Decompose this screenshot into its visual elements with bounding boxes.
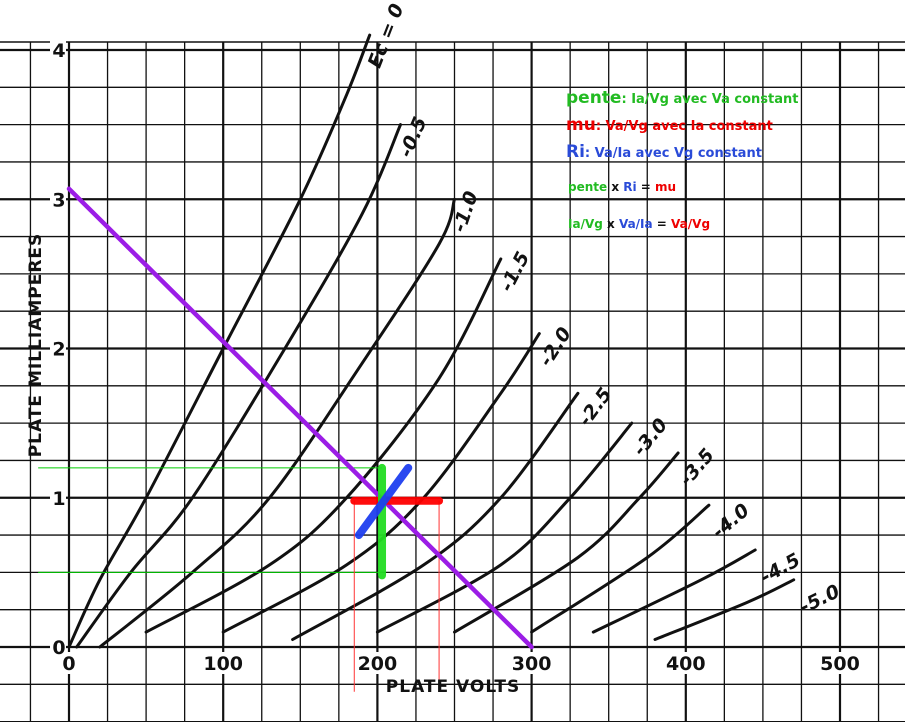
ratio-ia-vg: Ia/Vg [568, 217, 603, 231]
curve-label--1.0: -1.0 [448, 188, 482, 234]
annotation-ri-term: Ri [566, 142, 585, 162]
x-axis-title: PLATE VOLTS [386, 677, 520, 697]
ratio-eq: = [652, 217, 672, 231]
ratio-va-vg: Va/Vg [671, 217, 711, 231]
y-tick-bg [50, 635, 66, 657]
y-tick-label: 3 [52, 189, 65, 211]
curve-label--3.0: -3.0 [629, 414, 672, 460]
annotation-ratio: Ia/Vg x Va/Ia = Va/Vg [568, 217, 710, 231]
curve-ec--3.0 [375, 421, 634, 634]
annotation-product: pente x Ri = mu [568, 180, 676, 194]
curve-label--1.5: -1.5 [496, 248, 535, 295]
annotation-pente-term: pente [566, 88, 622, 108]
y-tick-bg [50, 38, 66, 60]
load-line [66, 186, 534, 650]
curve-ec--3.5 [453, 451, 680, 634]
product-eq: = [636, 180, 656, 194]
x-tick-label: 200 [358, 653, 398, 675]
x-tick-label: 500 [820, 653, 860, 675]
y-axis-title: PLATE MILLIAMPERES [26, 233, 46, 458]
curve-ec--2.5 [291, 391, 580, 641]
curve-ec--1.5 [144, 257, 503, 634]
product-pente: pente [568, 180, 608, 194]
annotation-mu-text: : Va/Vg avec Ia constant [595, 119, 773, 134]
curve-label--4.5: -4.5 [757, 549, 804, 588]
curve-label--0.5: -0.5 [395, 114, 432, 161]
x-tick-bg [355, 652, 400, 674]
curve-label--5.0: -5.0 [796, 580, 843, 618]
curve-ec--4.5 [591, 548, 757, 634]
annotation-ri-text: : Va/Ia avec Vg constant [584, 146, 762, 161]
curve-label--3.5: -3.5 [675, 444, 719, 490]
x-tick-bg [818, 652, 862, 674]
y-tick-label: 4 [52, 40, 65, 62]
annotation-mu-term: mu [566, 115, 596, 135]
x-tick-bg [663, 652, 708, 674]
x-tick-bg [47, 652, 91, 674]
annotation-mu: mu: Va/Vg avec Ia constant [566, 115, 773, 135]
guide-lines [38, 467, 440, 692]
ratio-va-ia: Va/Ia [618, 217, 653, 231]
load-line-path [66, 186, 534, 650]
curve-label--4.0: -4.0 [708, 499, 754, 543]
annotation-pente-text: : Ia/Vg avec Va constant [621, 92, 799, 107]
grid [0, 41, 905, 722]
curve-ec--4.0 [530, 503, 711, 634]
x-tick-bg [201, 652, 246, 674]
x-tick-label: 300 [512, 653, 552, 675]
x-tick-label: 100 [203, 653, 243, 675]
y-tick-label: 1 [52, 488, 65, 510]
product-x: x [607, 180, 624, 194]
curve-ec--1.0 [98, 197, 456, 649]
x-tick-bg [509, 652, 554, 674]
annotation-ri: Ri: Va/Ia avec Vg constant [566, 142, 762, 162]
y-tick-bg [50, 485, 66, 508]
annotation-pente: pente: Ia/Vg avec Va constant [566, 88, 798, 108]
x-tick-label: 0 [62, 653, 75, 675]
y-tick-label: 2 [52, 339, 65, 361]
y-tick-bg [50, 336, 66, 359]
product-mu: mu [655, 180, 677, 194]
x-tick-label: 400 [666, 653, 706, 675]
y-tick-label: 0 [52, 637, 65, 659]
product-ri: Ri [623, 180, 637, 194]
curve-ec--5.0 [653, 578, 796, 641]
ratio-x: x [602, 217, 619, 231]
marker-Ri [354, 463, 413, 540]
y-tick-bg [50, 187, 66, 210]
slope-markers [350, 463, 444, 580]
curve-ec-0 [67, 33, 372, 649]
tick-labels: 0 100 200 300 400 500 0 1 2 3 4 [47, 38, 862, 675]
